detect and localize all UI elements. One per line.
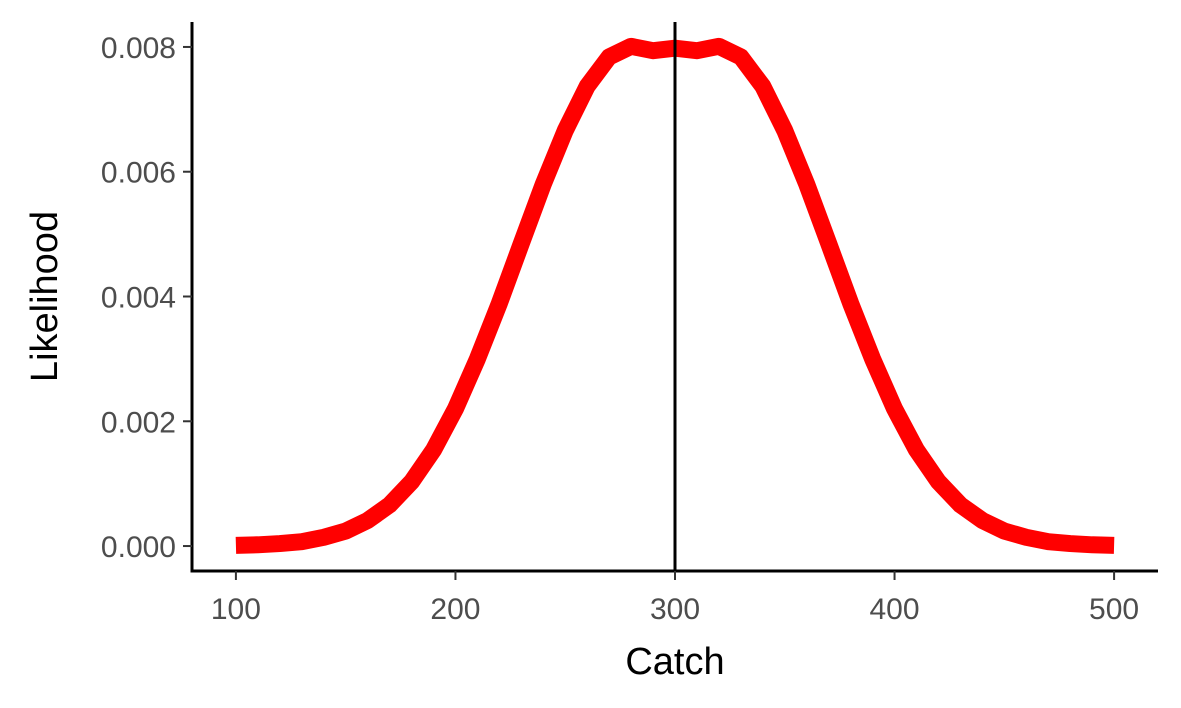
x-tick-label: 500 bbox=[1089, 593, 1139, 626]
x-tick-label: 100 bbox=[211, 593, 261, 626]
x-tick-label: 300 bbox=[650, 593, 700, 626]
y-tick-label: 0.008 bbox=[101, 32, 176, 65]
y-tick-label: 0.006 bbox=[101, 157, 176, 190]
y-tick-label: 0.000 bbox=[101, 531, 176, 564]
x-tick-label: 400 bbox=[870, 593, 920, 626]
y-axis-title: Likelihood bbox=[24, 211, 66, 382]
y-tick-label: 0.002 bbox=[101, 406, 176, 439]
y-tick-label: 0.004 bbox=[101, 282, 176, 315]
x-axis-title: Catch bbox=[625, 641, 724, 683]
x-tick-label: 200 bbox=[430, 593, 480, 626]
ticks-layer: 100 200 300 400 500 0.000 0.002 0.004 0.006 0.008 bbox=[101, 32, 1139, 626]
